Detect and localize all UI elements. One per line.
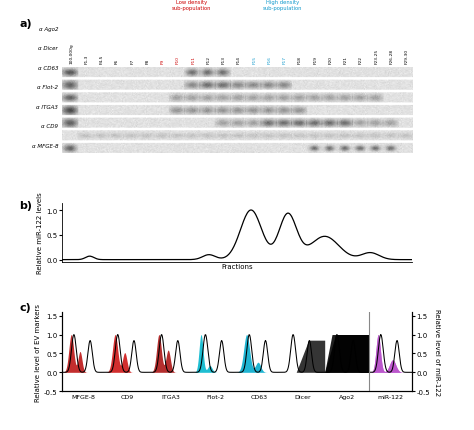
Text: F16: F16 (267, 56, 272, 64)
Text: F18: F18 (298, 56, 302, 64)
Text: α Flot-2: α Flot-2 (37, 85, 58, 90)
Text: α ITGA3: α ITGA3 (36, 104, 58, 109)
Text: F11: F11 (191, 56, 195, 64)
Text: F6: F6 (115, 59, 119, 64)
Y-axis label: Relative level of EV markers: Relative level of EV markers (35, 303, 41, 401)
Text: Low density
sub-population: Low density sub-population (172, 0, 211, 11)
Text: a): a) (19, 19, 32, 29)
Text: F15: F15 (252, 56, 256, 64)
Text: α CD9: α CD9 (41, 124, 58, 129)
Text: F21: F21 (344, 56, 348, 64)
Text: High density
sub-population: High density sub-population (263, 0, 302, 11)
Text: α Dicer: α Dicer (38, 46, 58, 51)
Y-axis label: Relative level of miR-122: Relative level of miR-122 (434, 308, 440, 395)
Text: F29-30: F29-30 (405, 49, 409, 64)
Text: F4,5: F4,5 (100, 55, 104, 64)
Text: α Ago2: α Ago2 (38, 27, 58, 32)
Text: F22: F22 (359, 56, 363, 64)
Y-axis label: Relative miR-122 levels: Relative miR-122 levels (37, 192, 44, 273)
Text: F7: F7 (130, 59, 134, 64)
Text: F13: F13 (222, 56, 226, 64)
Text: F8: F8 (146, 59, 149, 64)
X-axis label: Fractions: Fractions (221, 264, 253, 270)
Text: F23-25: F23-25 (374, 49, 378, 64)
Text: F20: F20 (328, 56, 332, 64)
Text: α MFGE-8: α MFGE-8 (32, 143, 58, 148)
Text: F14: F14 (237, 56, 241, 64)
Text: F26-28: F26-28 (390, 49, 393, 64)
Text: F10: F10 (176, 56, 180, 64)
Text: F17: F17 (283, 56, 287, 64)
Text: F12: F12 (207, 56, 210, 64)
Text: α CD63: α CD63 (37, 66, 58, 71)
Text: b): b) (19, 200, 33, 210)
Text: 100,000g: 100,000g (69, 43, 73, 64)
Text: F9: F9 (161, 59, 165, 64)
Text: F19: F19 (313, 56, 317, 64)
Text: F1,3: F1,3 (84, 55, 89, 64)
Text: c): c) (19, 303, 31, 313)
